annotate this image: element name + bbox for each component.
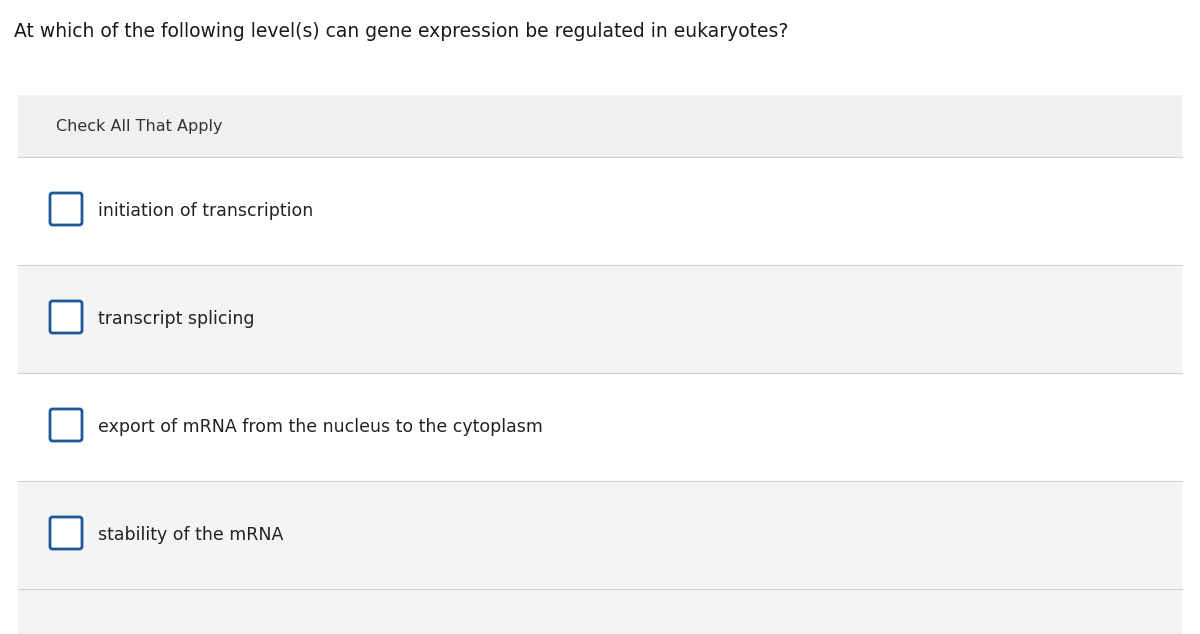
Text: transcript splicing: transcript splicing <box>98 310 254 328</box>
Text: export of mRNA from the nucleus to the cytoplasm: export of mRNA from the nucleus to the c… <box>98 418 542 436</box>
Bar <box>52 195 80 223</box>
Bar <box>18 589 1182 634</box>
FancyBboxPatch shape <box>50 301 82 333</box>
Text: Check All That Apply: Check All That Apply <box>56 119 222 134</box>
Text: stability of the mRNA: stability of the mRNA <box>98 526 283 544</box>
Bar <box>52 411 80 439</box>
Bar <box>18 95 1182 157</box>
FancyBboxPatch shape <box>50 517 82 549</box>
Text: initiation of transcription: initiation of transcription <box>98 202 313 220</box>
Bar <box>18 481 1182 589</box>
Bar <box>52 303 80 331</box>
Bar <box>18 157 1182 265</box>
Bar <box>18 265 1182 373</box>
Bar <box>52 519 80 547</box>
FancyBboxPatch shape <box>50 409 82 441</box>
Bar <box>18 373 1182 481</box>
FancyBboxPatch shape <box>50 193 82 225</box>
Text: At which of the following level(s) can gene expression be regulated in eukaryote: At which of the following level(s) can g… <box>14 22 788 41</box>
